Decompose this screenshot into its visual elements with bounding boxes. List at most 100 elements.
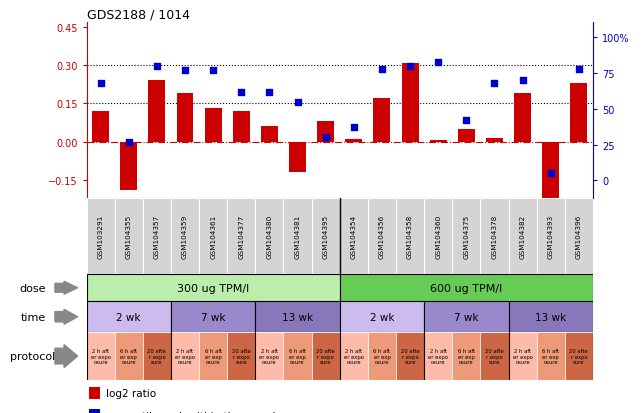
Text: 300 ug TPM/l: 300 ug TPM/l <box>177 283 249 293</box>
Bar <box>429 141 447 142</box>
Text: GSM104377: GSM104377 <box>238 214 244 259</box>
Point <box>517 78 528 84</box>
Bar <box>345 140 362 142</box>
Point <box>462 118 472 124</box>
Point <box>236 89 246 96</box>
Point <box>96 81 106 87</box>
Bar <box>317 122 334 142</box>
Text: 2 h aft
er expo
osure: 2 h aft er expo osure <box>513 348 533 365</box>
Bar <box>115 332 143 380</box>
Point <box>377 66 387 73</box>
Text: 20 afte
r expo
sure: 20 afte r expo sure <box>401 348 419 365</box>
Bar <box>227 198 255 275</box>
Text: GSM104378: GSM104378 <box>492 214 497 259</box>
Bar <box>424 332 453 380</box>
Bar <box>171 198 199 275</box>
Text: 2 h aft
er expo
osure: 2 h aft er expo osure <box>175 348 195 365</box>
Bar <box>283 198 312 275</box>
Text: 20 afte
r expo
sure: 20 afte r expo sure <box>316 348 335 365</box>
Text: 20 afte
r expo
sure: 20 afte r expo sure <box>569 348 588 365</box>
FancyArrow shape <box>55 345 78 368</box>
Bar <box>255 332 283 380</box>
Bar <box>396 332 424 380</box>
Bar <box>283 332 312 380</box>
Text: GDS2188 / 1014: GDS2188 / 1014 <box>87 9 190 21</box>
Text: GSM104375: GSM104375 <box>463 214 469 259</box>
Bar <box>508 301 593 332</box>
Text: GSM104359: GSM104359 <box>182 214 188 259</box>
Text: 20 afte
r expo
sure: 20 afte r expo sure <box>232 348 251 365</box>
Point <box>349 125 359 131</box>
Bar <box>255 301 340 332</box>
Bar <box>255 198 283 275</box>
Bar <box>233 112 250 142</box>
Text: GSM104357: GSM104357 <box>154 214 160 259</box>
Bar <box>171 332 199 380</box>
Bar <box>121 142 137 191</box>
Bar <box>89 387 101 399</box>
Text: GSM104382: GSM104382 <box>520 214 526 259</box>
Text: 20 afte
r expo
sure: 20 afte r expo sure <box>147 348 166 365</box>
Bar <box>368 332 396 380</box>
Point <box>433 59 444 66</box>
Bar <box>199 198 227 275</box>
Bar <box>508 332 537 380</box>
Point <box>152 64 162 70</box>
Bar <box>204 109 222 142</box>
Bar <box>542 142 559 198</box>
Text: 7 wk: 7 wk <box>454 312 479 322</box>
Text: 6 h aft
er exp
osure: 6 h aft er exp osure <box>204 348 222 365</box>
Bar <box>537 332 565 380</box>
Text: 13 wk: 13 wk <box>535 312 566 322</box>
Text: GSM104355: GSM104355 <box>126 214 132 259</box>
Bar <box>89 409 101 413</box>
Text: percentile rank within the sample: percentile rank within the sample <box>106 411 282 413</box>
Text: GSM104381: GSM104381 <box>294 214 301 259</box>
Text: GSM104396: GSM104396 <box>576 214 582 259</box>
Bar <box>312 198 340 275</box>
Text: 2 h aft
er expo
osure: 2 h aft er expo osure <box>428 348 448 365</box>
Bar <box>199 332 227 380</box>
Bar <box>570 84 587 142</box>
Text: 2 h aft
er expo
osure: 2 h aft er expo osure <box>260 348 279 365</box>
Text: 6 h aft
er exp
osure: 6 h aft er exp osure <box>542 348 560 365</box>
Point <box>405 64 415 70</box>
Text: 2 wk: 2 wk <box>370 312 394 322</box>
Bar <box>486 138 503 142</box>
Bar <box>143 198 171 275</box>
Bar <box>565 332 593 380</box>
Text: GSM104395: GSM104395 <box>322 214 329 259</box>
Text: 20 afte
r expo
sure: 20 afte r expo sure <box>485 348 504 365</box>
Bar <box>480 332 508 380</box>
Bar <box>143 332 171 380</box>
Bar <box>424 301 508 332</box>
Bar <box>289 142 306 173</box>
Text: 6 h aft
er exp
osure: 6 h aft er exp osure <box>120 348 137 365</box>
Text: 2 h aft
er expo
osure: 2 h aft er expo osure <box>90 348 110 365</box>
Text: GSM104360: GSM104360 <box>435 214 441 259</box>
Text: time: time <box>21 312 46 322</box>
Bar <box>87 301 171 332</box>
Bar <box>424 198 453 275</box>
Bar <box>312 332 340 380</box>
Text: GSM104358: GSM104358 <box>407 214 413 259</box>
Text: GSM104361: GSM104361 <box>210 214 216 259</box>
Text: 6 h aft
er exp
osure: 6 h aft er exp osure <box>373 348 390 365</box>
Bar <box>508 198 537 275</box>
Point <box>320 135 331 141</box>
Bar <box>340 332 368 380</box>
Point <box>208 68 218 74</box>
Point <box>264 89 274 96</box>
Text: 6 h aft
er exp
osure: 6 h aft er exp osure <box>289 348 306 365</box>
Point <box>180 68 190 74</box>
Bar <box>340 275 593 301</box>
Bar <box>340 198 368 275</box>
Bar <box>92 112 109 142</box>
Point <box>574 66 584 73</box>
Bar <box>402 64 419 142</box>
Text: 6 h aft
er exp
osure: 6 h aft er exp osure <box>458 348 475 365</box>
Bar <box>176 94 194 142</box>
Text: protocol: protocol <box>10 351 56 361</box>
Text: dose: dose <box>20 283 46 293</box>
Text: GSM104356: GSM104356 <box>379 214 385 259</box>
